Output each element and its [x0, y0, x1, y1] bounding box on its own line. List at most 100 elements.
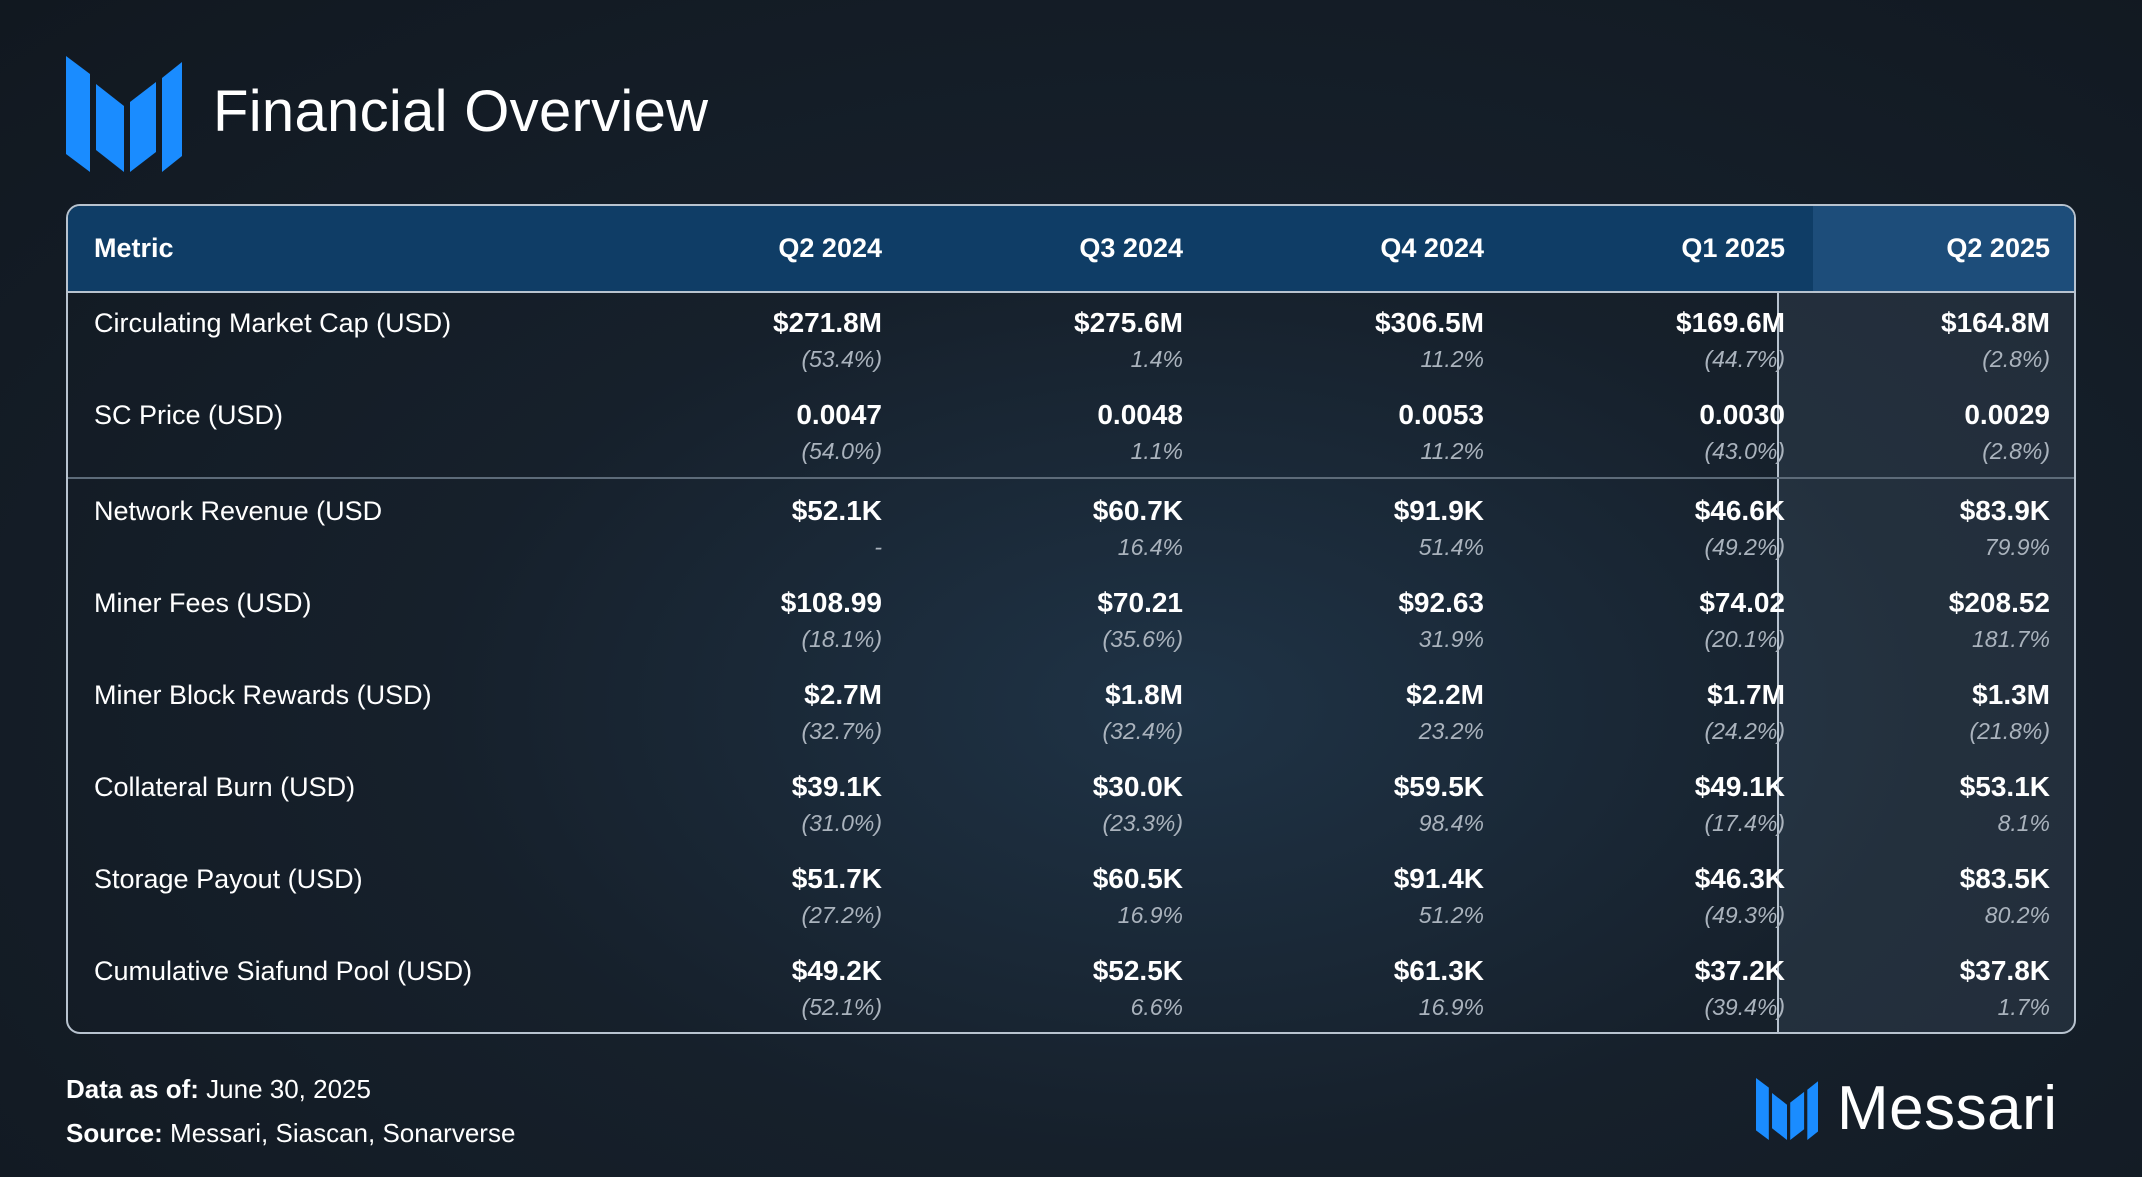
cell-change: (54.0%) — [801, 438, 882, 464]
cell-value: $2.2M — [1406, 679, 1484, 710]
data-date-label: Data as of: — [66, 1074, 199, 1104]
metric-label: Miner Block Rewards (USD) — [94, 680, 432, 710]
cell-change: (32.4%) — [1102, 718, 1183, 744]
source-label: Source: — [66, 1118, 163, 1148]
table-cell: $1.8M (32.4%) — [910, 667, 1211, 759]
table-cell: $60.7K 16.4% — [910, 478, 1211, 575]
cell-change: (20.1%) — [1704, 626, 1785, 652]
table-cell: $208.52 181.7% — [1813, 575, 2074, 667]
cell-change: (43.0%) — [1704, 438, 1785, 464]
table-cell: $91.9K 51.4% — [1211, 478, 1512, 575]
cell-change: (44.7%) — [1704, 346, 1785, 372]
cell-value: $61.3K — [1393, 955, 1484, 986]
cell-value: 0.0030 — [1699, 399, 1785, 430]
cell-change: 51.4% — [1418, 534, 1484, 560]
table-cell: $2.2M 23.2% — [1211, 667, 1512, 759]
cell-value: $169.6M — [1676, 307, 1785, 338]
table-cell: $83.5K 80.2% — [1813, 851, 2074, 943]
cell-value: $83.9K — [1959, 495, 2050, 526]
cell-change: 11.2% — [1420, 346, 1484, 372]
table-cell: $53.1K 8.1% — [1813, 759, 2074, 851]
cell-change: (53.4%) — [801, 346, 882, 372]
cell-change: (27.2%) — [801, 902, 882, 928]
cell-change: (49.2%) — [1704, 534, 1785, 560]
table-cell: $39.1K (31.0%) — [609, 759, 910, 851]
cell-change: - — [874, 534, 882, 560]
table-cell: $46.6K (49.2%) — [1512, 478, 1813, 575]
table-header-row: Metric Q2 2024 Q3 2024 Q4 2024 Q1 2025 Q… — [68, 206, 2074, 293]
table-cell: $169.6M (44.7%) — [1512, 292, 1813, 387]
cell-value: $46.3K — [1694, 863, 1785, 894]
messari-logo-icon — [1756, 1078, 1818, 1140]
cell-value: $92.63 — [1398, 587, 1484, 618]
cell-change: (2.8%) — [1982, 346, 2050, 372]
source-line: Source: Messari, Siascan, Sonarverse — [66, 1111, 515, 1155]
column-header: Q2 2025 — [1813, 206, 2074, 293]
cell-value: $271.8M — [773, 307, 882, 338]
table-cell: $164.8M (2.8%) — [1813, 292, 2074, 387]
cell-value: $37.2K — [1694, 955, 1785, 986]
cell-value: $83.5K — [1959, 863, 2050, 894]
cell-change: (2.8%) — [1982, 438, 2050, 464]
cell-change: (39.4%) — [1704, 994, 1785, 1020]
table-cell: $49.2K (52.1%) — [609, 943, 910, 1032]
table-cell: $49.1K (17.4%) — [1512, 759, 1813, 851]
table-cell: $306.5M 11.2% — [1211, 292, 1512, 387]
cell-value: $91.9K — [1393, 495, 1484, 526]
cell-value: $70.21 — [1097, 587, 1183, 618]
table-row: Circulating Market Cap (USD) $271.8M (53.… — [68, 292, 2074, 387]
column-header: Q2 2024 — [609, 206, 910, 293]
messari-logo-icon — [66, 56, 182, 172]
cell-value: $108.99 — [780, 587, 882, 618]
column-header: Q3 2024 — [910, 206, 1211, 293]
cell-value: $275.6M — [1074, 307, 1183, 338]
column-header: Q4 2024 — [1211, 206, 1512, 293]
cell-change: (18.1%) — [801, 626, 882, 652]
metric-label: Storage Payout (USD) — [94, 864, 363, 894]
table-cell: $271.8M (53.4%) — [609, 292, 910, 387]
cell-value: $60.5K — [1092, 863, 1183, 894]
cell-change: 11.2% — [1420, 438, 1484, 464]
cell-change: (21.8%) — [1969, 718, 2050, 744]
cell-change: (32.7%) — [801, 718, 882, 744]
table-row: Network Revenue (USD $52.1K - $60.7K 16.4%… — [68, 478, 2074, 575]
cell-value: $59.5K — [1393, 771, 1484, 802]
cell-change: 6.6% — [1130, 994, 1183, 1020]
table-cell: $74.02 (20.1%) — [1512, 575, 1813, 667]
table-cell: $46.3K (49.3%) — [1512, 851, 1813, 943]
table-cell: 0.0053 11.2% — [1211, 387, 1512, 479]
cell-change: (49.3%) — [1704, 902, 1785, 928]
cell-change: 79.9% — [1984, 534, 2050, 560]
table-cell: $52.5K 6.6% — [910, 943, 1211, 1032]
cell-change: 16.9% — [1117, 902, 1183, 928]
table-row: Collateral Burn (USD) $39.1K (31.0%) $30.… — [68, 759, 2074, 851]
cell-value: 0.0047 — [796, 399, 882, 430]
cell-value: $164.8M — [1941, 307, 2050, 338]
data-date-value: June 30, 2025 — [206, 1074, 371, 1104]
metric-label: Cumulative Siafund Pool (USD) — [94, 956, 473, 986]
table-cell: 0.0029 (2.8%) — [1813, 387, 2074, 479]
cell-change: (52.1%) — [801, 994, 882, 1020]
table-cell: $1.3M (21.8%) — [1813, 667, 2074, 759]
table-cell: $70.21 (35.6%) — [910, 575, 1211, 667]
cell-change: (31.0%) — [801, 810, 882, 836]
cell-value: $30.0K — [1092, 771, 1183, 802]
brand-name: Messari — [1837, 1074, 2058, 1143]
table-cell: $37.2K (39.4%) — [1512, 943, 1813, 1032]
column-header: Q1 2025 — [1512, 206, 1813, 293]
metric-label: SC Price (USD) — [68, 387, 609, 479]
column-header: Metric — [68, 206, 609, 293]
cell-value: $39.1K — [791, 771, 882, 802]
highlight-column — [1777, 206, 2074, 1032]
cell-value: $74.02 — [1699, 587, 1785, 618]
cell-change: 1.1% — [1130, 438, 1183, 464]
cell-change: (23.3%) — [1102, 810, 1183, 836]
cell-value: $60.7K — [1092, 495, 1183, 526]
cell-value: $51.7K — [791, 863, 882, 894]
financial-table: Metric Q2 2024 Q3 2024 Q4 2024 Q1 2025 Q… — [66, 204, 2076, 1034]
table-cell: $108.99 (18.1%) — [609, 575, 910, 667]
cell-value: $1.8M — [1105, 679, 1183, 710]
table-row: Storage Payout (USD) $51.7K (27.2%) $60.5… — [68, 851, 2074, 943]
cell-change: 31.9% — [1418, 626, 1484, 652]
cell-value: $52.1K — [791, 495, 882, 526]
